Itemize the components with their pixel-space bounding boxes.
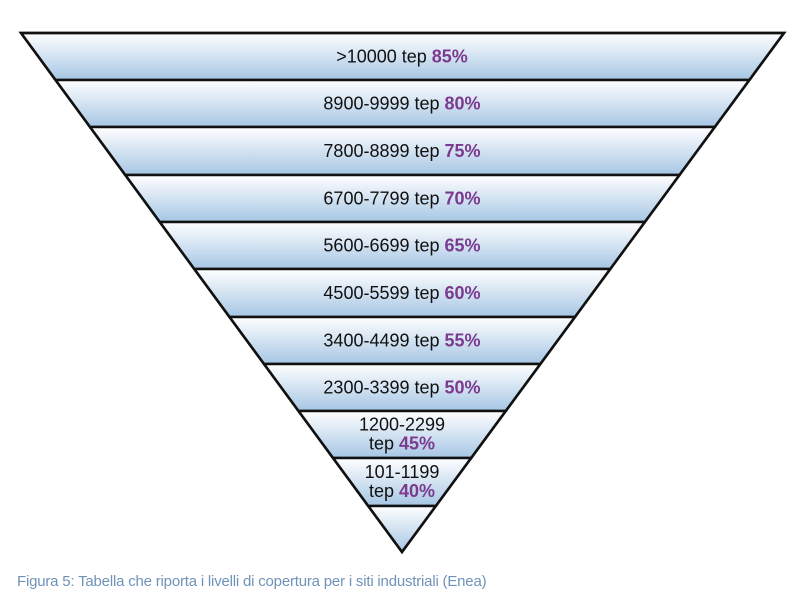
level-label: 4500-5599 tep 60% [323,283,480,303]
level-percent: 65% [445,236,481,256]
level-range: 7800-8899 tep [323,141,444,161]
level-range: >10000 tep [336,47,432,67]
level-label: 2300-3399 tep 50% [323,378,480,398]
level-range: 5600-6699 tep [323,236,444,256]
level-label: 6700-7799 tep 70% [323,189,480,209]
level-percent: 85% [432,47,468,67]
funnel-outline [18,31,787,555]
level-label: 7800-8899 tep 75% [323,141,480,161]
level-percent: 60% [445,283,481,303]
level-range: 6700-7799 tep [323,189,444,209]
level-range: tep [369,481,399,501]
level-label: 8900-9999 tep 80% [323,94,480,114]
level-percent: 55% [445,331,481,351]
level-percent: 80% [445,94,481,114]
level-range: 2300-3399 tep [323,378,444,398]
level-label: 3400-4499 tep 55% [323,331,480,351]
figure-caption: Figura 5: Tabella che riporta i livelli … [17,573,487,590]
level-percent: 50% [445,378,481,398]
level-label: 1200-2299 tep 45% [359,415,445,454]
level-range: 4500-5599 tep [323,283,444,303]
level-percent: 70% [445,189,481,209]
level-label: 5600-6699 tep 65% [323,236,480,256]
level-range: 8900-9999 tep [323,94,444,114]
funnel-tip [365,504,439,555]
level-range: tep [369,434,399,454]
level-label: >10000 tep 85% [336,47,468,67]
funnel-labels: >10000 tep 85% 8900-9999 tep 80% 7800-8899… [323,47,480,502]
level-percent: 45% [399,434,435,454]
level-range: 3400-4499 tep [323,331,444,351]
level-range: 1200-2299 [359,415,445,435]
level-label: 101-1199 tep 40% [365,462,440,501]
level-percent: 40% [399,481,435,501]
level-percent: 75% [445,141,481,161]
level-range: 101-1199 [365,462,440,482]
